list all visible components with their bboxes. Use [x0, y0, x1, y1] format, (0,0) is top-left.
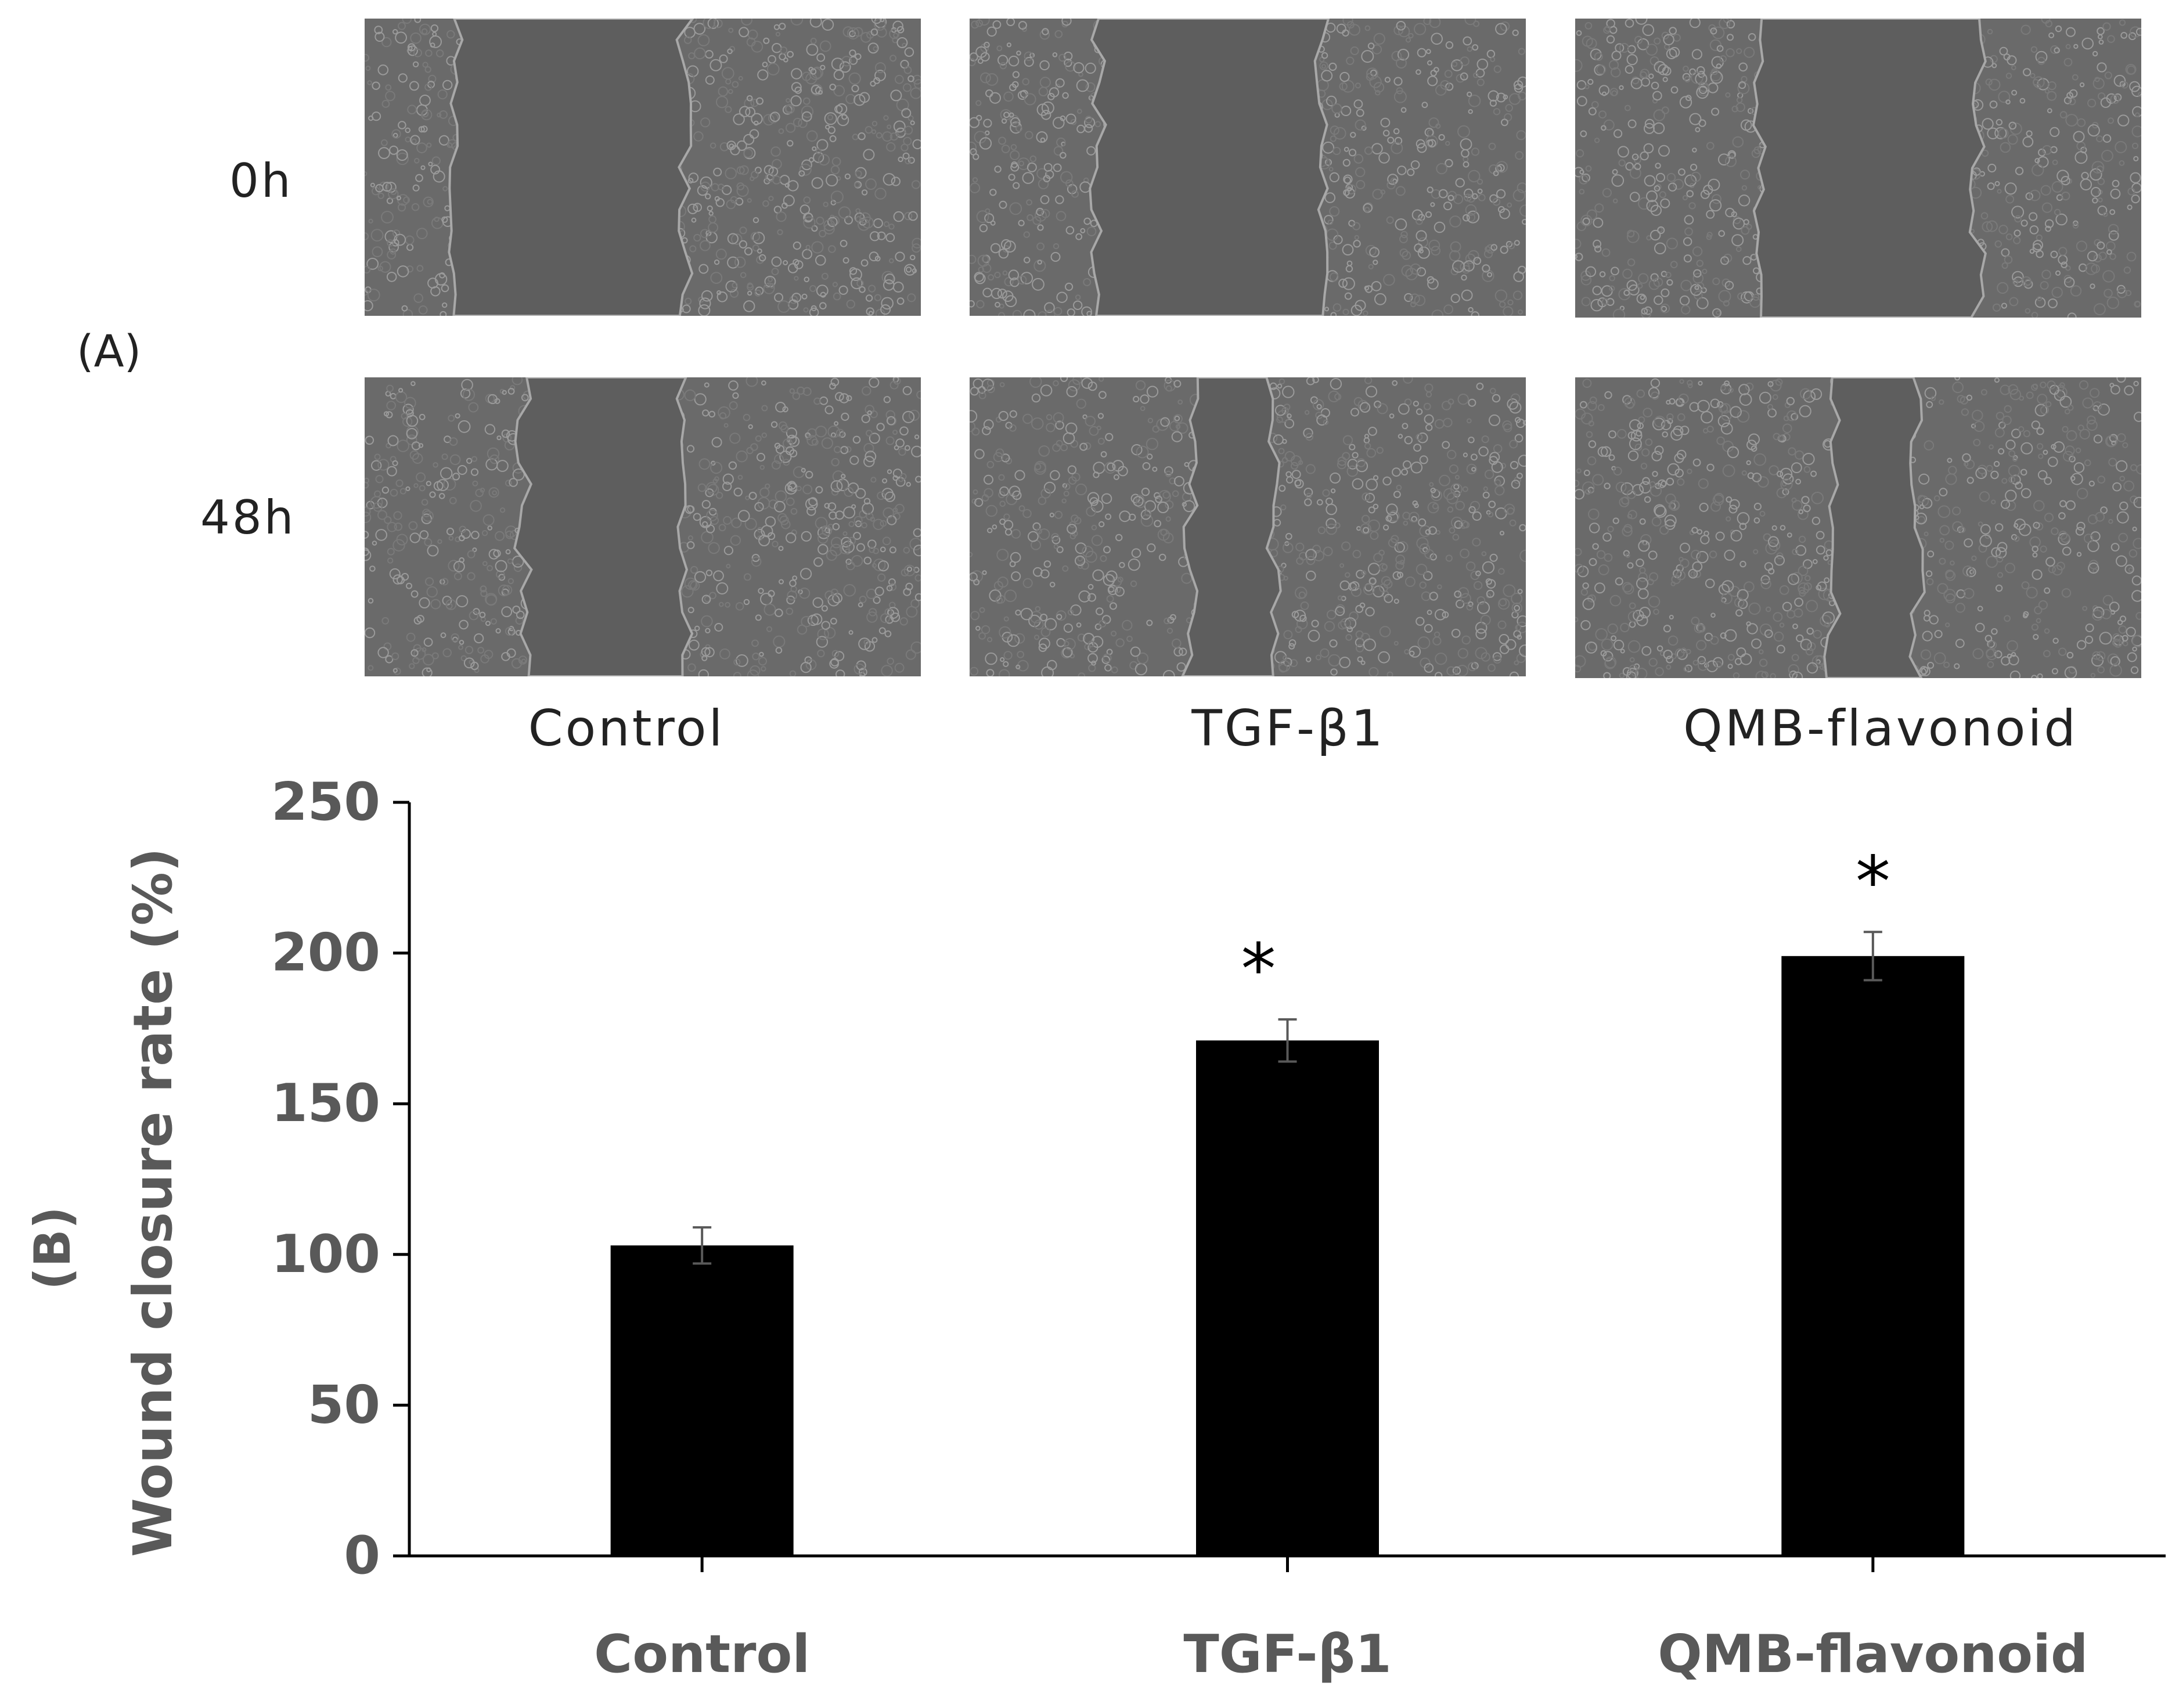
micrograph-0h-tgf-beta1 — [970, 19, 1526, 316]
column-label-qmb-flavonoid: QMB-flavonoid — [1683, 700, 2078, 758]
row-label-48h: 48h — [200, 491, 296, 545]
y-tick-label-250: 250 — [271, 772, 380, 833]
micrograph-48h-qmb-flavonoid — [1575, 377, 2141, 678]
micrograph-48h-control — [365, 377, 921, 676]
micrograph-0h-qmb-flavonoid — [1575, 19, 2141, 318]
panel-a-label: (A) — [77, 325, 142, 377]
y-axis-label: Wound closure rate (%) — [122, 848, 184, 1557]
x-tick-label-0: Control — [594, 1624, 810, 1685]
significance-marker-2: * — [1856, 842, 1890, 923]
significance-marker-1: * — [1241, 929, 1276, 1010]
y-tick-label-50: 50 — [308, 1374, 380, 1435]
micrograph-48h-tgf-beta1 — [970, 377, 1526, 676]
column-label-control: Control — [528, 700, 725, 758]
y-tick-label-100: 100 — [271, 1224, 380, 1285]
column-label-tgf-beta1: TGF-β1 — [1191, 700, 1385, 758]
panel-b-label: (B) — [24, 1206, 82, 1290]
x-tick-label-2: QMB-flavonoid — [1658, 1624, 2088, 1685]
bar-1 — [1196, 1040, 1379, 1556]
x-tick-label-1: TGF-β1 — [1183, 1624, 1391, 1685]
y-tick-label-200: 200 — [271, 923, 380, 983]
row-label-0h: 0h — [229, 154, 293, 208]
y-tick-label-150: 150 — [271, 1073, 380, 1134]
bar-2 — [1781, 956, 1965, 1556]
bar-0 — [610, 1245, 794, 1556]
micrograph-0h-control — [365, 19, 921, 316]
y-tick-label-0: 0 — [344, 1525, 380, 1586]
